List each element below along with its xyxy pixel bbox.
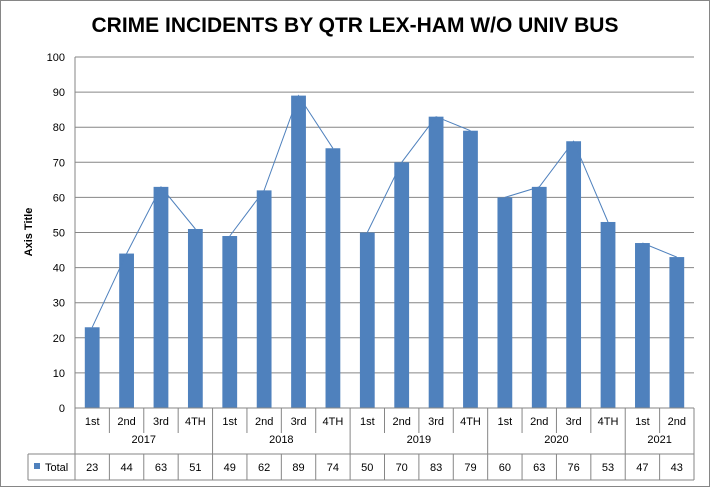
data-label-1: 44 [120,462,132,474]
x-tick-label-16: 1st [635,416,650,428]
x-tick-label-12: 1st [498,416,513,428]
bar-7 [325,148,341,408]
x-tick-label-6: 3rd [291,416,307,428]
y-tick-label-10: 10 [53,368,65,380]
bar-15 [600,221,616,408]
trendline-4 [642,242,677,258]
bar-9 [394,162,410,408]
data-label-0: 23 [86,462,98,474]
y-tick-label-30: 30 [53,298,65,310]
year-label-2021: 2021 [647,434,671,446]
x-tick-label-14: 3rd [566,416,582,428]
data-label-13: 63 [533,462,545,474]
x-tick-label-10: 3rd [428,416,444,428]
trendline-1 [229,94,334,237]
x-tick-label-0: 1st [85,416,100,428]
data-label-6: 89 [292,462,304,474]
bar-16 [635,243,650,408]
data-label-3: 51 [189,462,201,474]
bar-5 [256,190,272,408]
y-tick-label-60: 60 [53,192,65,204]
x-tick-label-5: 2nd [255,416,273,428]
data-label-15: 53 [602,462,614,474]
year-label-2020: 2020 [544,434,568,446]
data-label-4: 49 [224,462,236,474]
y-tick-label-90: 90 [53,87,65,99]
year-label-2019: 2019 [407,434,431,446]
x-tick-label-2: 3rd [153,416,169,428]
year-label-2017: 2017 [132,434,156,446]
y-tick-label-0: 0 [59,403,65,415]
bar-14 [566,141,582,409]
data-label-16: 47 [636,462,648,474]
x-tick-label-7: 4TH [323,416,344,428]
data-label-2: 63 [155,462,167,474]
bar-10 [428,116,444,409]
bar-0 [84,327,100,408]
legend-swatch [34,463,40,469]
data-label-7: 74 [327,462,339,474]
trendline-3 [504,140,609,223]
x-tick-label-8: 1st [360,416,375,428]
bar-4 [222,236,238,408]
bar-11 [463,130,478,408]
y-tick-label-50: 50 [53,228,65,240]
y-tick-label-70: 70 [53,157,65,169]
chart-title: CRIME INCIDENTS BY QTR LEX-HAM W/O UNIV … [91,14,619,37]
y-tick-label-80: 80 [53,122,65,134]
data-label-17: 43 [671,462,683,474]
data-label-5: 62 [258,462,270,474]
bar-13 [531,186,547,408]
bar-8 [359,232,375,408]
data-label-12: 60 [499,462,511,474]
y-axis-title: Axis Title [23,208,35,257]
data-label-8: 50 [361,462,373,474]
bar-12 [497,197,513,408]
x-tick-label-11: 4TH [460,416,481,428]
x-tick-label-15: 4TH [598,416,619,428]
x-tick-label-3: 4TH [185,416,206,428]
bar-3 [187,228,203,408]
y-tick-label-20: 20 [53,333,65,345]
x-tick-label-9: 2nd [393,416,411,428]
data-label-11: 79 [464,462,476,474]
x-tick-label-4: 1st [222,416,237,428]
x-tick-label-17: 2nd [668,416,686,428]
bar-1 [119,253,134,408]
year-label-2018: 2018 [269,434,293,446]
bar-17 [669,257,685,408]
y-tick-label-100: 100 [47,52,65,64]
data-label-14: 76 [568,462,580,474]
trendline-2 [366,116,471,233]
bar-6 [291,95,306,409]
y-tick-label-40: 40 [53,263,65,275]
data-label-9: 70 [396,462,408,474]
x-tick-label-1: 2nd [117,416,135,428]
x-tick-label-13: 2nd [530,416,548,428]
legend-label: Total [45,462,68,474]
bar-2 [153,186,169,408]
trendline-0 [91,185,196,328]
data-label-10: 83 [430,462,442,474]
